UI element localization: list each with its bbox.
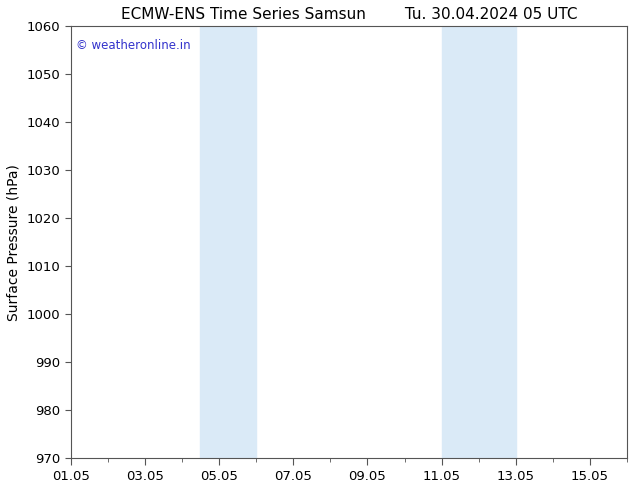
Y-axis label: Surface Pressure (hPa): Surface Pressure (hPa) [7,164,21,320]
Bar [442,26,516,458]
Bar [200,26,256,458]
Text: © weatheronline.in: © weatheronline.in [76,39,191,52]
Title: ECMW-ENS Time Series Samsun        Tu. 30.04.2024 05 UTC: ECMW-ENS Time Series Samsun Tu. 30.04.20… [120,7,577,22]
